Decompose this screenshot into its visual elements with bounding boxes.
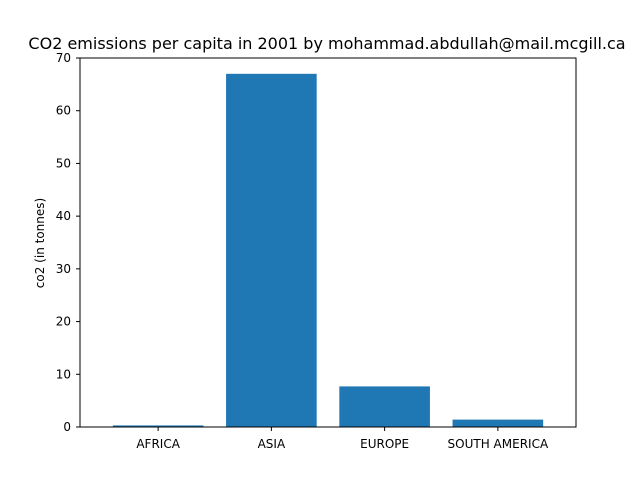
chart-title: CO2 emissions per capita in 2001 by moha… (28, 34, 625, 53)
bar-africa (112, 425, 204, 427)
x-tick-label: ASIA (258, 437, 286, 451)
x-tick-label: SOUTH AMERICA (448, 437, 549, 451)
x-tick-label: EUROPE (360, 437, 409, 451)
bar-europe (339, 386, 430, 427)
y-tick-label: 70 (56, 51, 71, 65)
y-tick-label: 40 (56, 209, 71, 223)
y-axis-label: co2 (in tonnes) (33, 198, 47, 288)
y-tick-label: 10 (56, 367, 71, 381)
ticks-layer: AFRICA ASIA EUROPE SOUTH AMERICA 0 10 20 30 40 50… (56, 51, 549, 451)
y-tick-label: 50 (56, 156, 71, 170)
y-tick-label: 20 (56, 315, 71, 329)
y-tick-label: 0 (63, 420, 71, 434)
plot-frame (79, 57, 577, 428)
y-tick-label: 30 (56, 262, 71, 276)
bar-asia (226, 73, 317, 428)
y-tick-label: 60 (56, 104, 71, 118)
bar-south-america (452, 419, 544, 427)
x-tick-label: AFRICA (136, 437, 180, 451)
bars-layer (112, 73, 544, 428)
